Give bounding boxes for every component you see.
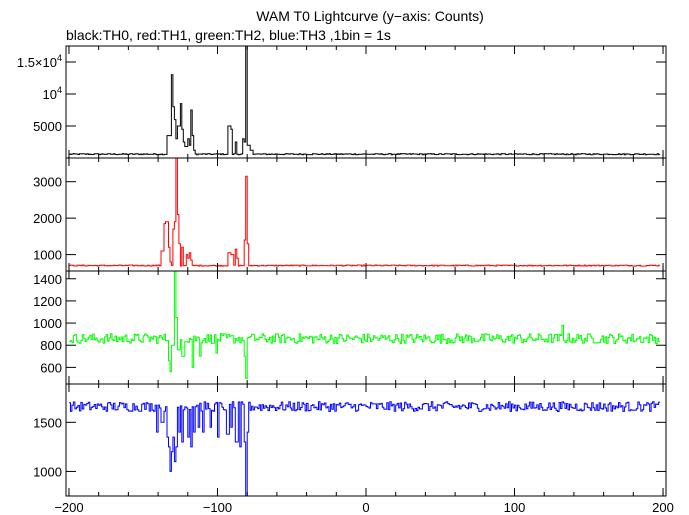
y-tick-label: 1400 [33, 272, 62, 287]
y-tick-label: 1000 [33, 464, 62, 479]
y-tick-label: 3000 [33, 175, 62, 190]
panel-frame-th0 [65, 45, 667, 159]
panel-frame-th2 [65, 270, 667, 385]
y-tick-label: 1500 [33, 415, 62, 430]
chart-title: WAM T0 Lightcurve (y−axis: Counts) [256, 8, 484, 24]
x-tick-label: 100 [504, 500, 526, 515]
series-line-th1 [69, 157, 661, 267]
y-tick-label: 104 [43, 85, 62, 102]
y-tick-label: 800 [40, 338, 62, 353]
y-tick-label: 1000 [33, 316, 62, 331]
series-line-th0 [69, 45, 661, 156]
x-tick-label: 200 [652, 500, 674, 515]
y-tick-label: 2000 [33, 211, 62, 226]
x-tick-label: 0 [362, 500, 369, 515]
y-tick-label: 5000 [33, 119, 62, 134]
x-tick-label: −100 [203, 500, 232, 515]
x-tick-label: −200 [54, 500, 83, 515]
y-tick-label: 1200 [33, 294, 62, 309]
y-tick-label: 600 [40, 360, 62, 375]
panel-frame-th3 [65, 383, 667, 497]
series-line-th3 [69, 401, 661, 497]
series-line-th2 [69, 270, 661, 379]
y-tick-label: 1000 [33, 248, 62, 263]
chart-subtitle: black:TH0, red:TH1, green:TH2, blue:TH3 … [66, 27, 391, 43]
y-tick-label: 1.5×104 [17, 53, 62, 70]
panel-frame-th1 [65, 157, 667, 272]
